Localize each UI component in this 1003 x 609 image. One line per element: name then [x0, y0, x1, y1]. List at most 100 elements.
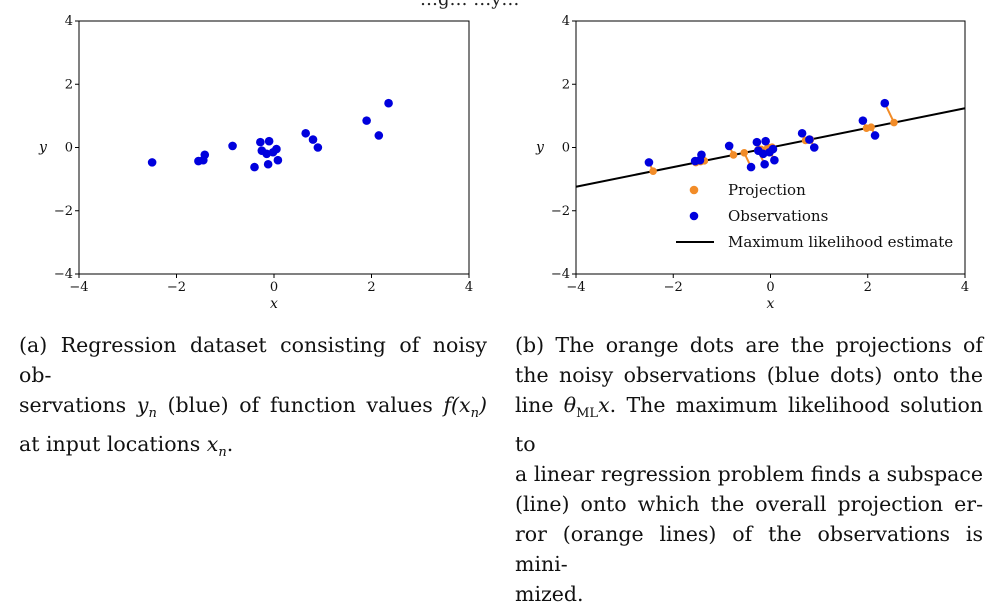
- observation-point: [264, 160, 273, 169]
- caption-b-line: (b) The orange dots are the projections …: [515, 330, 983, 360]
- projection-point: [890, 119, 898, 127]
- x-axis-label: x: [270, 296, 278, 312]
- y-axis-label: y: [535, 140, 545, 156]
- y-tick-label: −4: [551, 267, 570, 282]
- caption-b-line: the noisy observations (blue dots) onto …: [515, 360, 983, 390]
- observation-point: [265, 137, 274, 146]
- caption-text: a linear regression problem finds a subs…: [515, 462, 983, 486]
- observation-point: [725, 142, 734, 151]
- caption-text: line: [515, 393, 564, 417]
- observation-point: [859, 116, 868, 125]
- legend-label: Maximum likelihood estimate: [728, 233, 953, 251]
- observation-point: [645, 158, 654, 167]
- plot-b: −4 −2 0 2 4 −4 −2 0 2 4 x y Projection Observations Ma…: [500, 0, 1000, 320]
- x-tick-label: 4: [961, 280, 969, 295]
- caption-text: . The maximum likelihood solution to: [515, 393, 983, 456]
- projection-point: [740, 149, 748, 157]
- caption-text: (a) Regression dataset consisting of noi…: [19, 333, 487, 387]
- y-tick-label: 0: [65, 141, 73, 156]
- caption-a-line: (a) Regression dataset consisting of noi…: [19, 330, 487, 390]
- caption-text: (blue) of function values: [157, 393, 444, 417]
- observation-point: [761, 137, 770, 146]
- observation-point: [274, 156, 283, 165]
- y-tick-label: 2: [562, 77, 570, 92]
- y-tick-label: −4: [54, 267, 73, 282]
- math-symbol: θ: [564, 393, 576, 417]
- observation-point: [362, 116, 371, 125]
- observation-point: [798, 129, 807, 138]
- observation-point: [200, 150, 209, 159]
- caption-b-line: (line) onto which the overall projection…: [515, 489, 983, 519]
- caption-b-line: ror (orange lines) of the observations i…: [515, 519, 983, 579]
- math-subscript: n: [148, 406, 156, 421]
- caption-text: mized.: [515, 582, 584, 606]
- math-symbol: f(x: [443, 393, 470, 417]
- legend-label: Projection: [728, 181, 806, 199]
- plot-a: −4 −2 0 2 4 −4 −2 0 2 4 x y: [0, 0, 500, 320]
- math-subscript: ML: [576, 406, 598, 421]
- observation-point: [697, 150, 706, 159]
- caption-text: (b) The orange dots are the projections …: [515, 333, 983, 357]
- x-tick-label: −4: [69, 280, 88, 295]
- x-tick-label: 0: [270, 280, 278, 295]
- observation-point: [228, 142, 237, 151]
- observation-point: [880, 99, 889, 108]
- math-subscript: n: [471, 406, 479, 421]
- x-tick-label: −2: [664, 280, 683, 295]
- projection-point: [867, 123, 875, 131]
- observation-point: [770, 156, 779, 165]
- observation-point: [871, 131, 880, 140]
- caption-a-line: at input locations xn.: [19, 429, 487, 468]
- x-tick-label: −2: [167, 280, 186, 295]
- caption-text: (line) onto which the overall projection…: [515, 492, 983, 516]
- observation-point: [148, 158, 157, 167]
- y-axis-label: y: [38, 140, 48, 156]
- caption-b: (b) The orange dots are the projections …: [515, 330, 983, 609]
- y-tick-label: 0: [562, 141, 570, 156]
- caption-a: (a) Regression dataset consisting of noi…: [19, 330, 487, 468]
- projection-point: [730, 151, 738, 159]
- y-tick-label: 4: [562, 14, 570, 29]
- caption-text: servations: [19, 393, 137, 417]
- observation-point: [384, 99, 393, 108]
- x-tick-label: 4: [465, 280, 473, 295]
- math-symbol: ): [479, 393, 487, 417]
- legend-label: Observations: [728, 207, 828, 225]
- observation-point: [760, 160, 769, 169]
- legend-projection-marker: [690, 186, 699, 195]
- math-symbol: x: [207, 432, 219, 456]
- caption-text: at input locations: [19, 432, 207, 456]
- observation-point: [314, 143, 323, 152]
- x-tick-label: 2: [864, 280, 872, 295]
- caption-b-line: line θMLx. The maximum likelihood soluti…: [515, 390, 983, 459]
- projection-point: [649, 167, 657, 175]
- observation-point: [256, 138, 265, 147]
- observation-point: [747, 163, 756, 172]
- math-symbol: y: [137, 393, 149, 417]
- y-tick-label: −2: [54, 204, 73, 219]
- x-tick-label: 0: [766, 280, 774, 295]
- observation-point: [309, 135, 318, 144]
- observation-point: [753, 138, 762, 147]
- observation-point: [805, 135, 814, 144]
- caption-b-line: mized.: [515, 579, 983, 609]
- math-subscript: n: [218, 445, 226, 460]
- legend-observations-marker: [690, 212, 699, 221]
- observation-point: [250, 163, 259, 172]
- x-tick-label: −4: [566, 280, 585, 295]
- x-tick-label: 2: [367, 280, 375, 295]
- scatter-plot-b: −4 −2 0 2 4 −4 −2 0 2 4 x y Projection Observations Ma…: [500, 0, 1000, 320]
- observation-point: [272, 145, 281, 154]
- y-tick-label: 4: [65, 14, 73, 29]
- observation-point: [375, 131, 384, 140]
- observation-point: [301, 129, 310, 138]
- scatter-plot-a: −4 −2 0 2 4 −4 −2 0 2 4 x y: [0, 0, 500, 320]
- caption-b-line: a linear regression problem finds a subs…: [515, 459, 983, 489]
- y-tick-label: −2: [551, 204, 570, 219]
- caption-text: the noisy observations (blue dots) onto …: [515, 363, 983, 387]
- math-symbol: x: [598, 393, 610, 417]
- x-axis-label: x: [767, 296, 775, 312]
- observation-point: [769, 145, 778, 154]
- y-tick-label: 2: [65, 77, 73, 92]
